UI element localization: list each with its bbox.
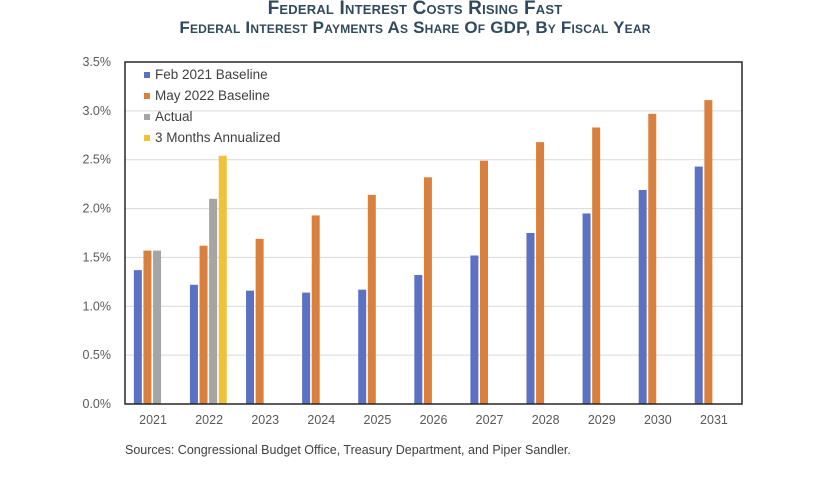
bar-feb-2021-baseline-2029 — [582, 213, 591, 404]
legend-swatch — [144, 72, 150, 78]
bar-may-2022-baseline-2028 — [536, 142, 545, 404]
x-tick-label: 2025 — [364, 413, 392, 427]
y-tick-label: 1.0% — [83, 299, 112, 313]
y-tick-label: 0.5% — [83, 348, 112, 362]
x-tick-label: 2028 — [532, 413, 560, 427]
legend-swatch — [144, 135, 150, 141]
y-tick-label: 0.0% — [83, 397, 112, 411]
bar-feb-2021-baseline-2024 — [302, 292, 311, 404]
x-tick-label: 2026 — [420, 413, 448, 427]
chart-subtitle: Federal Interest Payments As Share Of GD… — [179, 18, 651, 37]
bars — [133, 100, 713, 405]
bar-feb-2021-baseline-2026 — [414, 275, 423, 404]
bar-feb-2021-baseline-2030 — [638, 190, 647, 404]
bar-may-2022-baseline-2021 — [143, 250, 152, 404]
y-axis-ticks: 0.0% 0.5% 1.0% 1.5% 2.0% 2.5% 3.0% 3.5% — [83, 55, 112, 411]
bar-feb-2021-baseline-2027 — [470, 255, 479, 404]
x-tick-label: 2030 — [644, 413, 672, 427]
legend-label: May 2022 Baseline — [155, 88, 270, 103]
x-tick-label: 2029 — [588, 413, 616, 427]
bar-3-months-annualized-2022 — [218, 155, 227, 404]
legend-label: Feb 2021 Baseline — [155, 67, 268, 82]
x-tick-label: 2021 — [139, 413, 167, 427]
source-note: Sources: Congressional Budget Office, Tr… — [125, 443, 571, 457]
bar-may-2022-baseline-2029 — [592, 127, 601, 405]
bar-feb-2021-baseline-2031 — [694, 166, 703, 404]
legend-label: Actual — [155, 109, 193, 124]
bar-may-2022-baseline-2030 — [648, 113, 657, 404]
bar-may-2022-baseline-2024 — [311, 215, 320, 404]
bar-feb-2021-baseline-2025 — [358, 289, 367, 404]
legend-swatch — [144, 114, 150, 120]
y-tick-label: 3.5% — [83, 55, 112, 69]
plot-frame — [124, 61, 743, 405]
legend-swatch — [144, 93, 150, 99]
bar-may-2022-baseline-2022 — [199, 245, 208, 404]
legend: Feb 2021 Baseline May 2022 Baseline Actual… — [144, 67, 280, 145]
x-tick-label: 2027 — [476, 413, 504, 427]
x-tick-label: 2024 — [307, 413, 335, 427]
bar-feb-2021-baseline-2022 — [189, 284, 198, 404]
bar-actual-2022 — [209, 198, 218, 404]
bar-may-2022-baseline-2027 — [479, 160, 488, 404]
bar-feb-2021-baseline-2028 — [526, 233, 535, 404]
x-axis-ticks: 2021 2022 2023 2024 2025 2026 2027 2028 2029 2030… — [139, 413, 728, 427]
bar-feb-2021-baseline-2021 — [133, 270, 142, 404]
y-tick-label: 2.5% — [83, 153, 112, 167]
y-tick-label: 1.5% — [83, 250, 112, 264]
bar-may-2022-baseline-2031 — [704, 100, 713, 404]
bar-may-2022-baseline-2025 — [367, 194, 376, 404]
chart-title: Federal Interest Costs Rising Fast — [267, 0, 563, 19]
x-tick-label: 2023 — [251, 413, 279, 427]
x-tick-label: 2031 — [700, 413, 728, 427]
bar-feb-2021-baseline-2023 — [246, 290, 255, 404]
bar-may-2022-baseline-2026 — [423, 177, 432, 404]
bar-actual-2021 — [153, 250, 162, 404]
bar-may-2022-baseline-2023 — [255, 238, 264, 404]
y-tick-label: 2.0% — [83, 202, 112, 216]
y-tick-label: 3.0% — [83, 104, 112, 118]
x-tick-label: 2022 — [195, 413, 223, 427]
legend-label: 3 Months Annualized — [155, 130, 280, 145]
